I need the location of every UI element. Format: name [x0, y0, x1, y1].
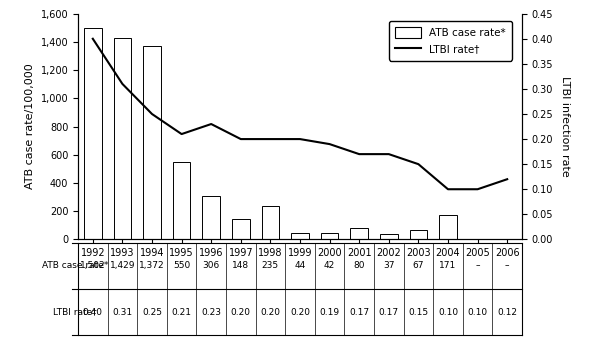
Text: –: –: [505, 261, 509, 271]
Text: 171: 171: [439, 261, 457, 271]
Bar: [84, 27, 101, 239]
Text: 0.25: 0.25: [142, 307, 162, 317]
Text: 0.21: 0.21: [172, 307, 191, 317]
Text: 0.17: 0.17: [379, 307, 399, 317]
Bar: [143, 46, 161, 239]
Text: 80: 80: [353, 261, 365, 271]
Text: 235: 235: [262, 261, 279, 271]
Text: 1,502: 1,502: [80, 261, 106, 271]
Text: 42: 42: [324, 261, 335, 271]
Y-axis label: ATB case rate/100,000: ATB case rate/100,000: [25, 64, 35, 189]
Bar: [291, 233, 309, 239]
Legend: ATB case rate*, LTBI rate†: ATB case rate*, LTBI rate†: [389, 21, 512, 61]
Bar: [350, 228, 368, 239]
Text: 44: 44: [295, 261, 305, 271]
Text: 0.31: 0.31: [112, 307, 133, 317]
Text: 0.15: 0.15: [409, 307, 428, 317]
Bar: [410, 230, 427, 239]
Text: 67: 67: [413, 261, 424, 271]
Text: 0.20: 0.20: [290, 307, 310, 317]
Text: 306: 306: [203, 261, 220, 271]
Bar: [262, 206, 279, 239]
Bar: [439, 215, 457, 239]
Text: 37: 37: [383, 261, 395, 271]
Text: 0.10: 0.10: [438, 307, 458, 317]
Text: 0.17: 0.17: [349, 307, 369, 317]
Text: 550: 550: [173, 261, 190, 271]
Text: 0.20: 0.20: [231, 307, 251, 317]
Bar: [232, 219, 250, 239]
Text: 1,372: 1,372: [139, 261, 165, 271]
Text: LTBI rate†: LTBI rate†: [53, 307, 97, 317]
Text: 0.10: 0.10: [467, 307, 488, 317]
Bar: [173, 162, 190, 239]
Text: 0.19: 0.19: [320, 307, 340, 317]
Bar: [202, 196, 220, 239]
Text: 0.23: 0.23: [201, 307, 221, 317]
Text: ATB case rate*: ATB case rate*: [42, 261, 108, 271]
Text: –: –: [475, 261, 480, 271]
Text: 148: 148: [232, 261, 250, 271]
Bar: [380, 234, 398, 239]
Text: 0.20: 0.20: [260, 307, 280, 317]
Y-axis label: LTBI infection rate: LTBI infection rate: [560, 76, 570, 177]
Bar: [321, 234, 338, 239]
Text: 0.12: 0.12: [497, 307, 517, 317]
Bar: [113, 38, 131, 239]
Text: 1,429: 1,429: [110, 261, 135, 271]
Text: 0.40: 0.40: [83, 307, 103, 317]
